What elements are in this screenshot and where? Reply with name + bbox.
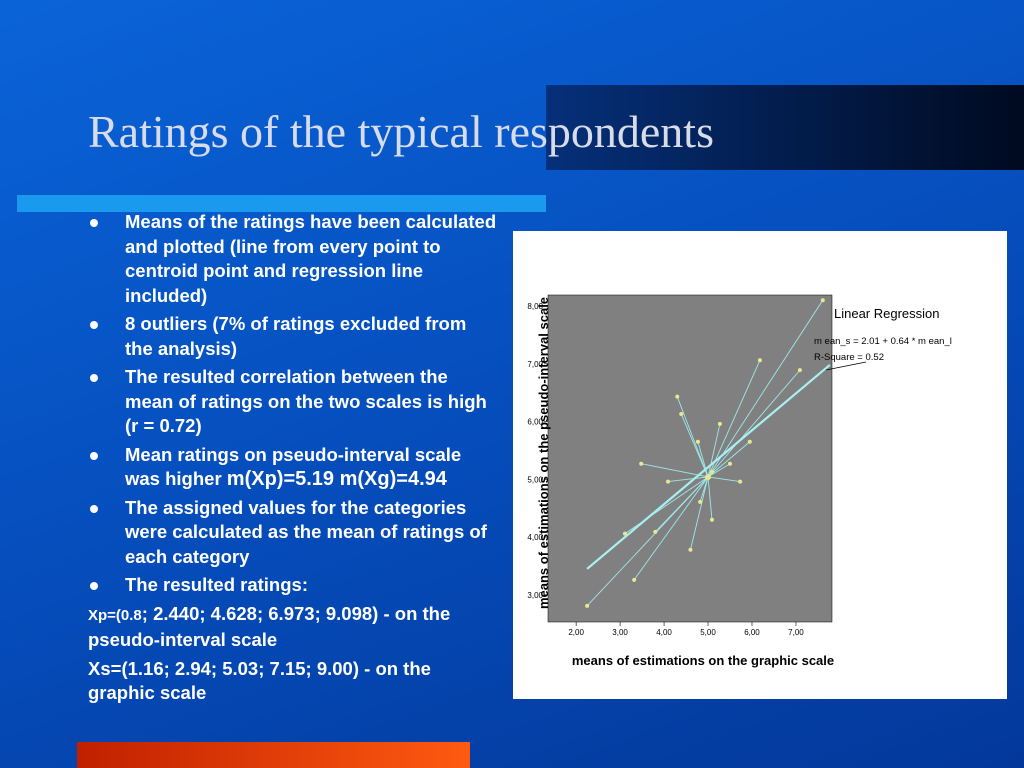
centroid-line <box>676 396 709 478</box>
x-tick-label: 5,00 <box>700 628 716 637</box>
point <box>757 358 762 363</box>
header-band <box>546 85 1024 170</box>
centroid-line <box>690 476 709 550</box>
result-text: ; 2.440; 4.628; 6.973; 9.098) - on the p… <box>88 602 451 651</box>
centroid-line <box>707 463 731 478</box>
point <box>688 547 693 552</box>
y-axis-title: means of estimations on the pseudo-inter… <box>536 297 551 609</box>
y-tick-label: 3,00 <box>527 591 543 600</box>
y-tick-label: 6,00 <box>527 418 543 427</box>
bullet-list: Means of the ratings have been calculate… <box>88 210 498 706</box>
point <box>585 603 590 608</box>
legend-title: Linear Regression <box>834 306 940 321</box>
y-tick-label: 5,00 <box>527 475 543 484</box>
x-tick-label: 2,00 <box>568 628 584 637</box>
point <box>666 479 671 484</box>
bullet: Mean ratings on pseudo-interval scale wa… <box>88 443 498 492</box>
accent-bar <box>17 195 546 212</box>
legend-pointer <box>825 361 867 371</box>
point <box>709 469 714 474</box>
x-tick-label: 4,00 <box>656 628 672 637</box>
point <box>632 577 637 582</box>
result-text: =(1.16; 2.94; 5.03; 7.15; 9.00) - on the… <box>88 657 431 704</box>
bullet: The resulted ratings: <box>88 573 498 598</box>
bullet-text: Mean ratings on pseudo-interval scale wa… <box>125 443 462 490</box>
point <box>653 529 658 534</box>
point <box>747 439 752 444</box>
result-line: Xp=(0.8; 2.440; 4.628; 6.973; 9.098) - o… <box>88 602 498 653</box>
result-lead: Xp=(0.8 <box>88 606 142 624</box>
centroid-line <box>707 476 741 483</box>
point <box>728 461 733 466</box>
x-tick-label: 3,00 <box>612 628 628 637</box>
point <box>695 439 700 444</box>
regression-line <box>586 364 831 570</box>
centroid-line <box>667 476 709 483</box>
r-square: R-Square = 0.52 <box>814 352 884 363</box>
y-tick-label: 7,00 <box>527 360 543 369</box>
plot-area <box>547 294 833 623</box>
point <box>738 479 743 484</box>
bullet: The resulted correlation between the mea… <box>88 365 498 439</box>
point <box>675 394 680 399</box>
centroid-line <box>707 360 761 478</box>
centroid-line <box>707 299 824 478</box>
equation: m ean_s = 2.01 + 0.64 * m ean_l <box>814 336 952 347</box>
bullet: The assigned values for the categories w… <box>88 496 498 570</box>
point <box>797 368 802 373</box>
point <box>639 461 644 466</box>
bullet: Means of the ratings have been calculate… <box>88 210 498 308</box>
centroid-line <box>633 476 709 581</box>
y-tick-label: 4,00 <box>527 533 543 542</box>
point <box>717 421 722 426</box>
centroid-line <box>707 441 751 478</box>
centroid-line <box>707 369 801 478</box>
centroid-line <box>697 441 709 478</box>
centroid <box>705 473 712 480</box>
result-line: Xs=(1.16; 2.94; 5.03; 7.15; 9.00) - on t… <box>88 657 498 706</box>
centroid-line <box>699 476 709 502</box>
point <box>622 531 627 536</box>
slide-title: Ratings of the typical respondents <box>88 106 714 157</box>
point <box>820 298 825 303</box>
bullet-emphasis: m(Xp)=5.19 m(Xg)=4.94 <box>226 468 447 490</box>
centroid-line <box>680 413 709 478</box>
point <box>709 517 714 522</box>
y-tick-label: 8,00 <box>527 302 543 311</box>
centroid-line <box>654 476 709 533</box>
x-tick-label: 7,00 <box>788 628 804 637</box>
point <box>698 499 703 504</box>
centroid-line <box>707 476 713 520</box>
x-tick-label: 6,00 <box>744 628 760 637</box>
centroid-line <box>707 423 721 478</box>
centroid-line <box>641 463 709 478</box>
bullet: 8 outliers (7% of ratings excluded from … <box>88 312 498 361</box>
point <box>679 412 684 417</box>
accent-bar <box>77 742 470 768</box>
result-lead: Xs <box>88 657 111 679</box>
x-axis-title: means of estimations on the graphic scal… <box>572 653 834 668</box>
